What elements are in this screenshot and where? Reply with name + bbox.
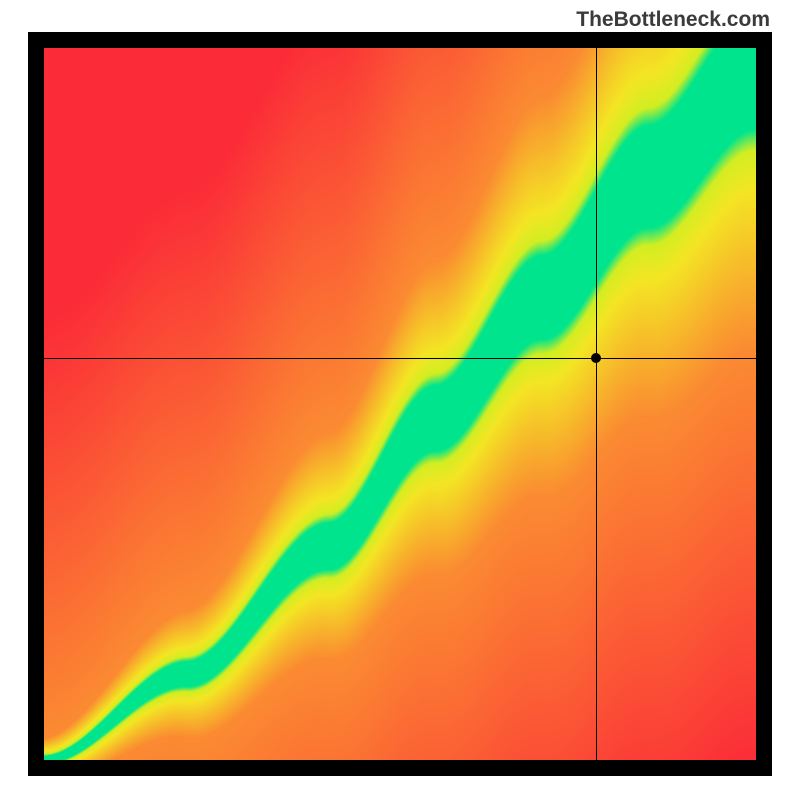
attribution-text: TheBottleneck.com	[576, 8, 770, 32]
crosshair-horizontal	[44, 358, 756, 359]
crosshair-marker	[591, 353, 601, 363]
crosshair-vertical	[596, 48, 597, 760]
chart-frame	[28, 32, 772, 776]
